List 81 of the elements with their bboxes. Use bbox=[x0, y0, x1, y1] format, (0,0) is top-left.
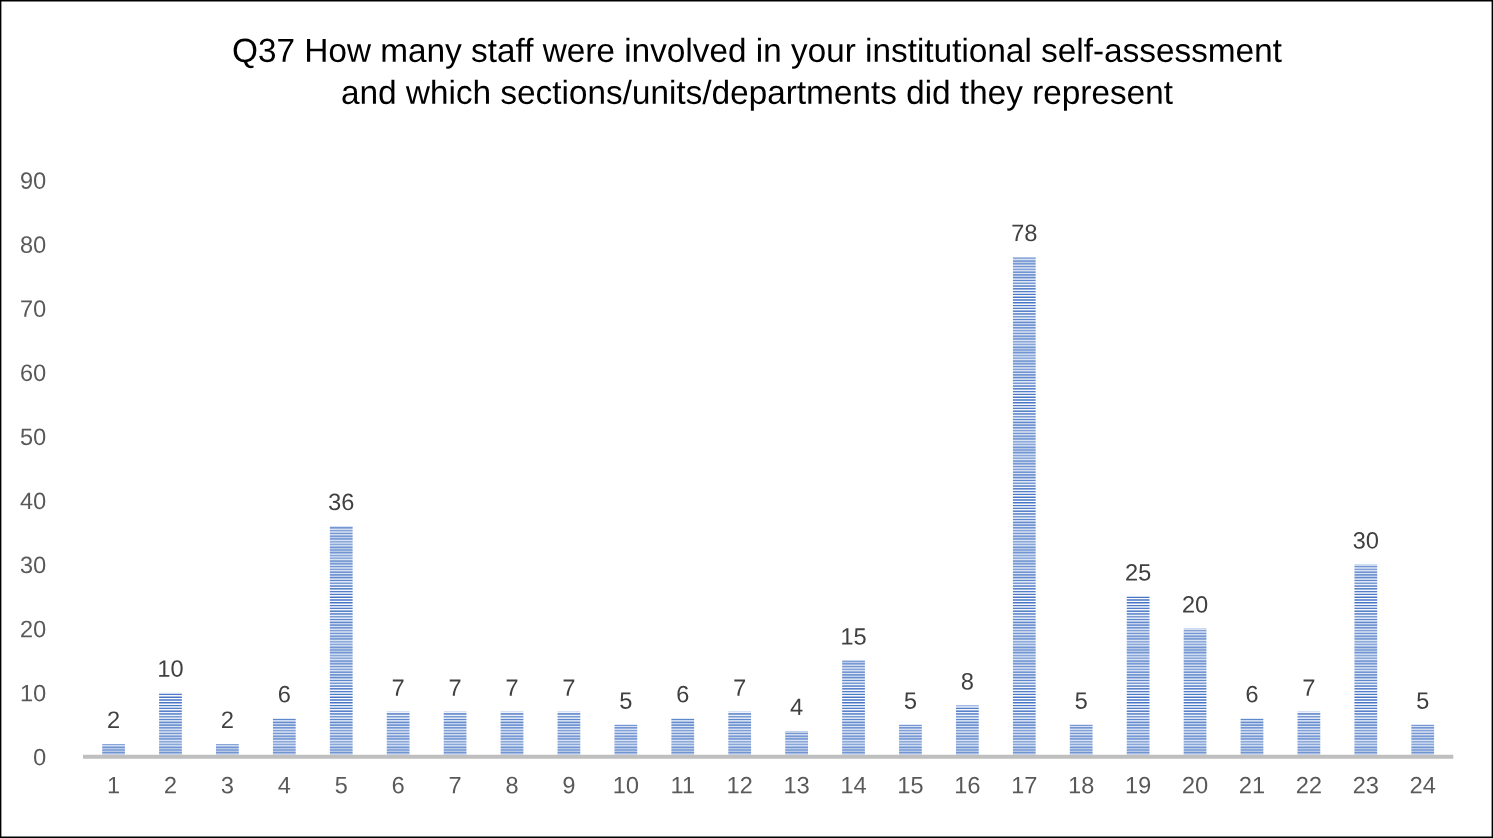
bar bbox=[1126, 596, 1150, 757]
y-tick-label: 70 bbox=[21, 300, 46, 318]
data-label: 2 bbox=[222, 711, 233, 728]
data-label: 6 bbox=[677, 685, 689, 703]
data-label: 8 bbox=[961, 672, 973, 690]
data-label: 15 bbox=[842, 628, 866, 645]
x-tick-label: 19 bbox=[1126, 776, 1151, 794]
x-tick-label: 11 bbox=[672, 777, 694, 794]
data-label: 7 bbox=[1303, 679, 1315, 696]
data-label: 5 bbox=[1075, 692, 1087, 709]
data-label: 4 bbox=[790, 698, 803, 716]
data-label: 78 bbox=[1012, 224, 1037, 242]
y-tick-label: 10 bbox=[21, 684, 46, 702]
x-tick-label: 4 bbox=[278, 777, 291, 794]
y-tick-label: 30 bbox=[20, 556, 46, 574]
data-label: 6 bbox=[1246, 685, 1258, 703]
bar bbox=[899, 724, 922, 757]
x-tick-label: 20 bbox=[1183, 776, 1208, 794]
data-label: 25 bbox=[1126, 564, 1151, 581]
x-tick-label: 17 bbox=[1012, 777, 1037, 794]
chart-title: Q37 How many staff were involved in your institutional self-assessment and which sections/units/departments did they represent bbox=[233, 37, 1282, 111]
bar bbox=[500, 711, 524, 757]
data-label: 30 bbox=[1353, 532, 1379, 549]
x-tick-label: 7 bbox=[449, 777, 461, 794]
x-tick-label: 10 bbox=[614, 776, 639, 794]
data-label: 10 bbox=[159, 660, 183, 677]
bar bbox=[1297, 711, 1321, 757]
x-tick-label: 15 bbox=[899, 777, 923, 794]
x-tick-label: 24 bbox=[1410, 776, 1436, 794]
x-tick-label: 1 bbox=[108, 777, 119, 794]
x-tick-label: 22 bbox=[1296, 776, 1321, 794]
x-tick-label: 21 bbox=[1240, 776, 1264, 794]
bar bbox=[671, 718, 695, 757]
x-tick-label: 5 bbox=[335, 777, 347, 794]
bar bbox=[614, 724, 638, 757]
bar bbox=[443, 711, 467, 757]
bar bbox=[1240, 718, 1264, 757]
bar bbox=[1411, 724, 1435, 757]
data-label: 36 bbox=[329, 493, 354, 511]
data-label: 5 bbox=[1417, 692, 1429, 709]
bar bbox=[1183, 628, 1207, 757]
x-tick-label: 16 bbox=[956, 776, 980, 794]
data-label: 5 bbox=[904, 692, 917, 709]
bar bbox=[842, 660, 865, 757]
bar bbox=[557, 711, 581, 757]
x-tick-label: 14 bbox=[842, 777, 866, 794]
x-tick-label: 6 bbox=[392, 776, 404, 794]
y-tick-label: 0 bbox=[34, 748, 46, 766]
x-tick-label: 3 bbox=[221, 776, 233, 794]
bar bbox=[728, 711, 752, 757]
data-label: 2 bbox=[108, 711, 119, 728]
data-label: 7 bbox=[449, 679, 461, 696]
data-label: 7 bbox=[734, 679, 746, 696]
data-label: 6 bbox=[278, 685, 290, 703]
data-label: 5 bbox=[620, 692, 632, 709]
x-tick-label: 23 bbox=[1353, 776, 1378, 794]
bar bbox=[1069, 724, 1093, 757]
x-tick-label: 8 bbox=[506, 776, 518, 794]
x-tick-label: 9 bbox=[563, 776, 575, 794]
bar bbox=[1354, 564, 1378, 757]
x-tick-label: 2 bbox=[165, 776, 176, 794]
bar bbox=[785, 731, 808, 757]
data-label: 7 bbox=[392, 679, 404, 696]
y-tick-label: 80 bbox=[20, 236, 46, 254]
x-tick-label: 12 bbox=[728, 776, 752, 794]
bar bbox=[159, 692, 182, 757]
y-tick-label: 60 bbox=[21, 364, 46, 382]
data-label: 7 bbox=[563, 679, 575, 696]
y-tick-label: 40 bbox=[20, 492, 46, 510]
x-tick-label: 13 bbox=[785, 776, 809, 794]
bar bbox=[1012, 257, 1036, 757]
x-tick-label: 18 bbox=[1069, 776, 1094, 794]
bar bbox=[386, 711, 410, 757]
y-tick-label: 90 bbox=[21, 172, 46, 189]
data-label: 20 bbox=[1183, 596, 1208, 613]
data-label: 7 bbox=[506, 679, 518, 696]
bar bbox=[329, 526, 353, 757]
y-tick-label: 20 bbox=[21, 620, 46, 638]
bar bbox=[955, 705, 979, 757]
bar bbox=[272, 718, 296, 757]
y-tick-label: 50 bbox=[20, 428, 46, 446]
